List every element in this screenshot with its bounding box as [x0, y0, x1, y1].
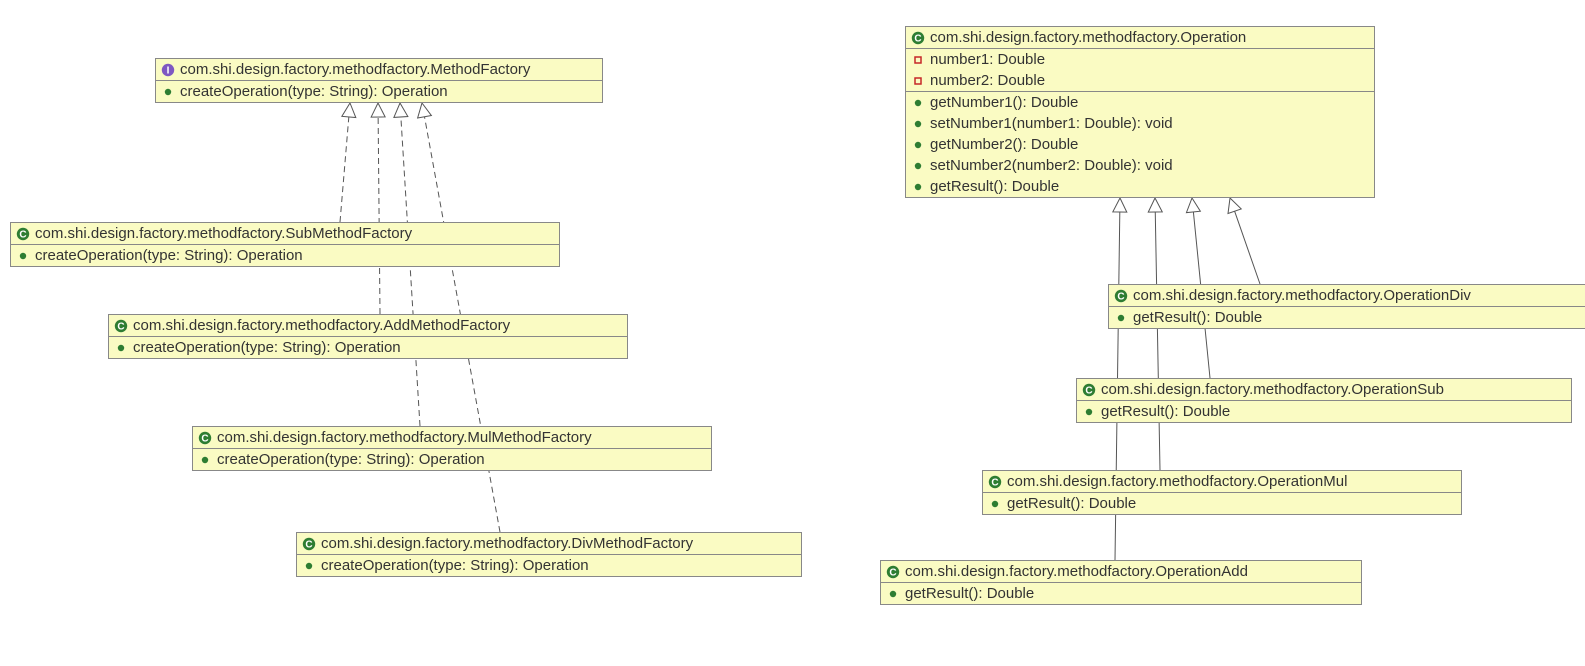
class-icon: C	[113, 318, 129, 334]
class-icon: C	[987, 474, 1003, 490]
method-public-icon	[987, 496, 1003, 512]
uml-class-title: com.shi.design.factory.methodfactory.Ope…	[905, 563, 1248, 580]
svg-text:C: C	[117, 321, 124, 332]
uml-method-row: getResult(): Double	[1109, 306, 1585, 328]
uml-class-title: com.shi.design.factory.methodfactory.Ope…	[1007, 473, 1347, 490]
method-public-icon	[910, 116, 926, 132]
uml-class-title-row: I com.shi.design.factory.methodfactory.M…	[156, 59, 602, 80]
method-public-icon	[301, 558, 317, 574]
uml-method-label: getResult(): Double	[1133, 309, 1262, 326]
uml-class-title-row: C com.shi.design.factory.methodfactory.D…	[297, 533, 801, 554]
uml-class-subMethodFactory: C com.shi.design.factory.methodfactory.S…	[10, 222, 560, 267]
uml-method-label: getNumber2(): Double	[930, 136, 1078, 153]
uml-class-operationDiv: C com.shi.design.factory.methodfactory.O…	[1108, 284, 1585, 329]
uml-method-label: setNumber1(number1: Double): void	[930, 115, 1173, 132]
uml-canvas: I com.shi.design.factory.methodfactory.M…	[0, 0, 1585, 666]
method-public-icon	[910, 179, 926, 195]
uml-method-label: setNumber2(number2: Double): void	[930, 157, 1173, 174]
uml-method-label: createOperation(type: String): Operation	[133, 339, 401, 356]
uml-field-row: number2: Double	[906, 70, 1374, 91]
svg-text:C: C	[889, 567, 896, 578]
svg-text:C: C	[914, 33, 921, 44]
uml-class-operationAdd: C com.shi.design.factory.methodfactory.O…	[880, 560, 1362, 605]
uml-method-row: getResult(): Double	[881, 582, 1361, 604]
uml-field-label: number2: Double	[930, 72, 1045, 89]
uml-class-title-row: C com.shi.design.factory.methodfactory.A…	[109, 315, 627, 336]
uml-method-row: createOperation(type: String): Operation	[109, 336, 627, 358]
method-public-icon	[885, 586, 901, 602]
uml-class-methodFactory: I com.shi.design.factory.methodfactory.M…	[155, 58, 603, 103]
uml-field-label: number1: Double	[930, 51, 1045, 68]
uml-class-title: com.shi.design.factory.methodfactory.Mul…	[217, 429, 592, 446]
uml-class-title-row: C com.shi.design.factory.methodfactory.M…	[193, 427, 711, 448]
uml-method-row: getNumber2(): Double	[906, 134, 1374, 155]
method-public-icon	[160, 84, 176, 100]
uml-class-addMethodFactory: C com.shi.design.factory.methodfactory.A…	[108, 314, 628, 359]
uml-method-label: getResult(): Double	[905, 585, 1034, 602]
svg-text:C: C	[19, 229, 26, 240]
class-icon: C	[1081, 382, 1097, 398]
uml-class-mulMethodFactory: C com.shi.design.factory.methodfactory.M…	[192, 426, 712, 471]
interface-icon: I	[160, 62, 176, 78]
class-icon: C	[301, 536, 317, 552]
class-icon: C	[197, 430, 213, 446]
method-public-icon	[910, 137, 926, 153]
uml-class-title: com.shi.design.factory.methodfactory.Sub…	[35, 225, 412, 242]
uml-method-row: getResult(): Double	[1077, 400, 1571, 422]
class-icon: C	[910, 30, 926, 46]
svg-text:I: I	[167, 65, 170, 76]
uml-class-title: com.shi.design.factory.methodfactory.Div…	[321, 535, 693, 552]
method-public-icon	[15, 248, 31, 264]
method-public-icon	[197, 452, 213, 468]
uml-method-row: createOperation(type: String): Operation	[193, 448, 711, 470]
uml-class-title-row: C com.shi.design.factory.methodfactory.O…	[1077, 379, 1571, 400]
uml-method-row: createOperation(type: String): Operation	[297, 554, 801, 576]
uml-class-title: com.shi.design.factory.methodfactory.Ope…	[1133, 287, 1471, 304]
svg-text:C: C	[305, 539, 312, 550]
uml-class-operationMul: C com.shi.design.factory.methodfactory.O…	[982, 470, 1462, 515]
uml-method-row: setNumber2(number2: Double): void	[906, 155, 1374, 176]
method-public-icon	[910, 95, 926, 111]
method-public-icon	[113, 340, 129, 356]
field-protected-icon	[910, 73, 926, 89]
uml-method-label: getResult(): Double	[1007, 495, 1136, 512]
uml-class-title: com.shi.design.factory.methodfactory.Add…	[133, 317, 510, 334]
uml-class-title-row: C com.shi.design.factory.methodfactory.O…	[906, 27, 1374, 48]
uml-method-row: getNumber1(): Double	[906, 91, 1374, 113]
uml-method-label: createOperation(type: String): Operation	[321, 557, 589, 574]
uml-method-row: getResult(): Double	[906, 176, 1374, 197]
method-public-icon	[1081, 404, 1097, 420]
uml-class-title-row: C com.shi.design.factory.methodfactory.O…	[881, 561, 1361, 582]
uml-method-row: getResult(): Double	[983, 492, 1461, 514]
uml-class-title: com.shi.design.factory.methodfactory.Met…	[180, 61, 530, 78]
uml-method-row: setNumber1(number1: Double): void	[906, 113, 1374, 134]
uml-class-operation: C com.shi.design.factory.methodfactory.O…	[905, 26, 1375, 198]
svg-text:C: C	[1085, 385, 1092, 396]
uml-method-row: createOperation(type: String): Operation	[156, 80, 602, 102]
uml-class-title: com.shi.design.factory.methodfactory.Ope…	[930, 29, 1246, 46]
svg-text:C: C	[991, 477, 998, 488]
uml-method-row: createOperation(type: String): Operation	[11, 244, 559, 266]
uml-class-title-row: C com.shi.design.factory.methodfactory.S…	[11, 223, 559, 244]
class-icon: C	[1113, 288, 1129, 304]
uml-field-row: number1: Double	[906, 48, 1374, 70]
field-protected-icon	[910, 52, 926, 68]
uml-class-title-row: C com.shi.design.factory.methodfactory.O…	[1109, 285, 1585, 306]
svg-text:C: C	[201, 433, 208, 444]
uml-class-title: com.shi.design.factory.methodfactory.Ope…	[1101, 381, 1444, 398]
uml-class-operationSub: C com.shi.design.factory.methodfactory.O…	[1076, 378, 1572, 423]
uml-method-label: getResult(): Double	[1101, 403, 1230, 420]
method-public-icon	[910, 158, 926, 174]
uml-class-title-row: C com.shi.design.factory.methodfactory.O…	[983, 471, 1461, 492]
method-public-icon	[1113, 310, 1129, 326]
uml-method-label: createOperation(type: String): Operation	[180, 83, 448, 100]
uml-method-label: getNumber1(): Double	[930, 94, 1078, 111]
class-icon: C	[15, 226, 31, 242]
uml-class-divMethodFactory: C com.shi.design.factory.methodfactory.D…	[296, 532, 802, 577]
uml-method-label: createOperation(type: String): Operation	[217, 451, 485, 468]
class-icon: C	[885, 564, 901, 580]
uml-method-label: getResult(): Double	[930, 178, 1059, 195]
uml-method-label: createOperation(type: String): Operation	[35, 247, 303, 264]
svg-text:C: C	[1117, 291, 1124, 302]
